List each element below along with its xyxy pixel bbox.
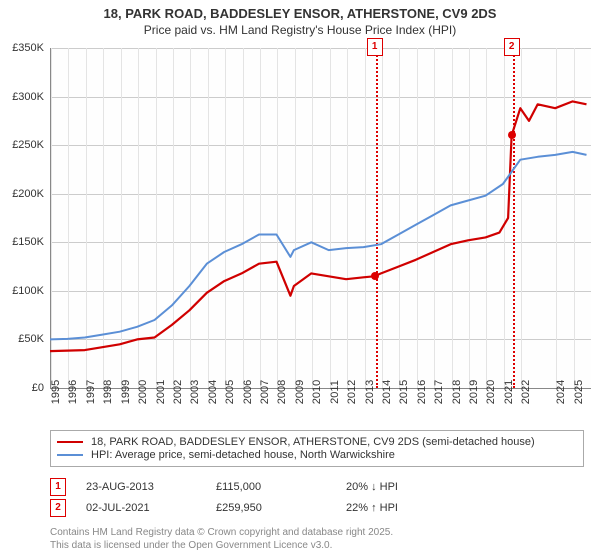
legend: 18, PARK ROAD, BADDESLEY ENSOR, ATHERSTO… [50, 430, 584, 467]
x-axis-label: 2009 [294, 380, 306, 404]
legend-label: 18, PARK ROAD, BADDESLEY ENSOR, ATHERSTO… [91, 436, 535, 448]
x-axis-label: 1995 [50, 380, 62, 404]
legend-item: HPI: Average price, semi-detached house,… [57, 449, 577, 461]
chart-title: 18, PARK ROAD, BADDESLEY ENSOR, ATHERSTO… [0, 0, 600, 39]
x-axis-label: 2012 [346, 380, 358, 404]
y-axis-label: £100K [0, 285, 44, 297]
y-axis-label: £300K [0, 91, 44, 103]
event-price: £115,000 [216, 481, 346, 493]
y-axis-label: £0 [0, 382, 44, 394]
series-price_paid [50, 101, 587, 351]
chart-lines [50, 48, 590, 388]
x-axis-label: 2025 [573, 380, 585, 404]
y-axis-label: £350K [0, 42, 44, 54]
x-axis-label: 1997 [85, 380, 97, 404]
event-detail-rows: 1 23-AUG-2013£115,00020% ↓ HPI 2 02-JUL-202… [50, 475, 584, 520]
x-axis-label: 1998 [102, 380, 114, 404]
legend-swatch [57, 441, 83, 443]
x-axis-label: 1999 [120, 380, 132, 404]
x-axis-label: 2014 [381, 380, 393, 404]
legend-item: 18, PARK ROAD, BADDESLEY ENSOR, ATHERSTO… [57, 436, 577, 448]
chart-container: 18, PARK ROAD, BADDESLEY ENSOR, ATHERSTO… [0, 0, 600, 560]
x-axis-label: 2016 [416, 380, 428, 404]
y-axis-label: £150K [0, 236, 44, 248]
event-price: £259,950 [216, 502, 346, 514]
event-marker: 1 [367, 38, 383, 56]
x-axis-label: 2006 [242, 380, 254, 404]
chart-area: £0£50K£100K£150K£200K£250K£300K£350K1995… [50, 48, 590, 388]
x-axis-label: 2013 [364, 380, 376, 404]
event-detail-row: 1 23-AUG-2013£115,00020% ↓ HPI [50, 478, 584, 496]
x-axis-label: 2020 [485, 380, 497, 404]
event-detail-row: 2 02-JUL-2021£259,95022% ↑ HPI [50, 499, 584, 517]
footer-line-1: Contains HM Land Registry data © Crown c… [50, 526, 393, 539]
x-axis-label: 2015 [398, 380, 410, 404]
x-axis-label: 2002 [172, 380, 184, 404]
x-axis-label: 2011 [329, 380, 341, 404]
x-axis-label: 2007 [259, 380, 271, 404]
x-axis-label: 2005 [224, 380, 236, 404]
legend-swatch [57, 454, 83, 456]
x-axis-label: 2022 [520, 380, 532, 404]
x-axis-label: 1996 [67, 380, 79, 404]
event-marker: 2 [50, 499, 66, 517]
x-axis-label: 2008 [276, 380, 288, 404]
legend-label: HPI: Average price, semi-detached house,… [91, 449, 395, 461]
x-axis-label: 2021 [503, 380, 515, 404]
footer-attribution: Contains HM Land Registry data © Crown c… [50, 526, 393, 552]
x-axis-label: 2000 [137, 380, 149, 404]
x-axis-label: 2024 [555, 380, 567, 404]
event-dot [371, 272, 379, 280]
event-marker: 1 [50, 478, 66, 496]
x-axis-label: 2001 [155, 380, 167, 404]
y-axis-label: £250K [0, 139, 44, 151]
series-hpi [50, 152, 587, 340]
x-axis-label: 2019 [468, 380, 480, 404]
x-axis-label: 2010 [311, 380, 323, 404]
x-axis-label: 2003 [189, 380, 201, 404]
footer-line-2: This data is licensed under the Open Gov… [50, 539, 393, 552]
event-marker: 2 [504, 38, 520, 56]
y-axis-label: £50K [0, 333, 44, 345]
y-axis-label: £200K [0, 188, 44, 200]
event-date: 23-AUG-2013 [86, 481, 216, 493]
title-line-1: 18, PARK ROAD, BADDESLEY ENSOR, ATHERSTO… [10, 6, 590, 21]
event-date: 02-JUL-2021 [86, 502, 216, 514]
event-dot [508, 131, 516, 139]
x-axis-label: 2017 [433, 380, 445, 404]
x-axis-label: 2004 [207, 380, 219, 404]
x-axis-label: 2018 [451, 380, 463, 404]
title-line-2: Price paid vs. HM Land Registry's House … [10, 23, 590, 37]
event-delta: 22% ↑ HPI [346, 502, 476, 514]
event-delta: 20% ↓ HPI [346, 481, 476, 493]
